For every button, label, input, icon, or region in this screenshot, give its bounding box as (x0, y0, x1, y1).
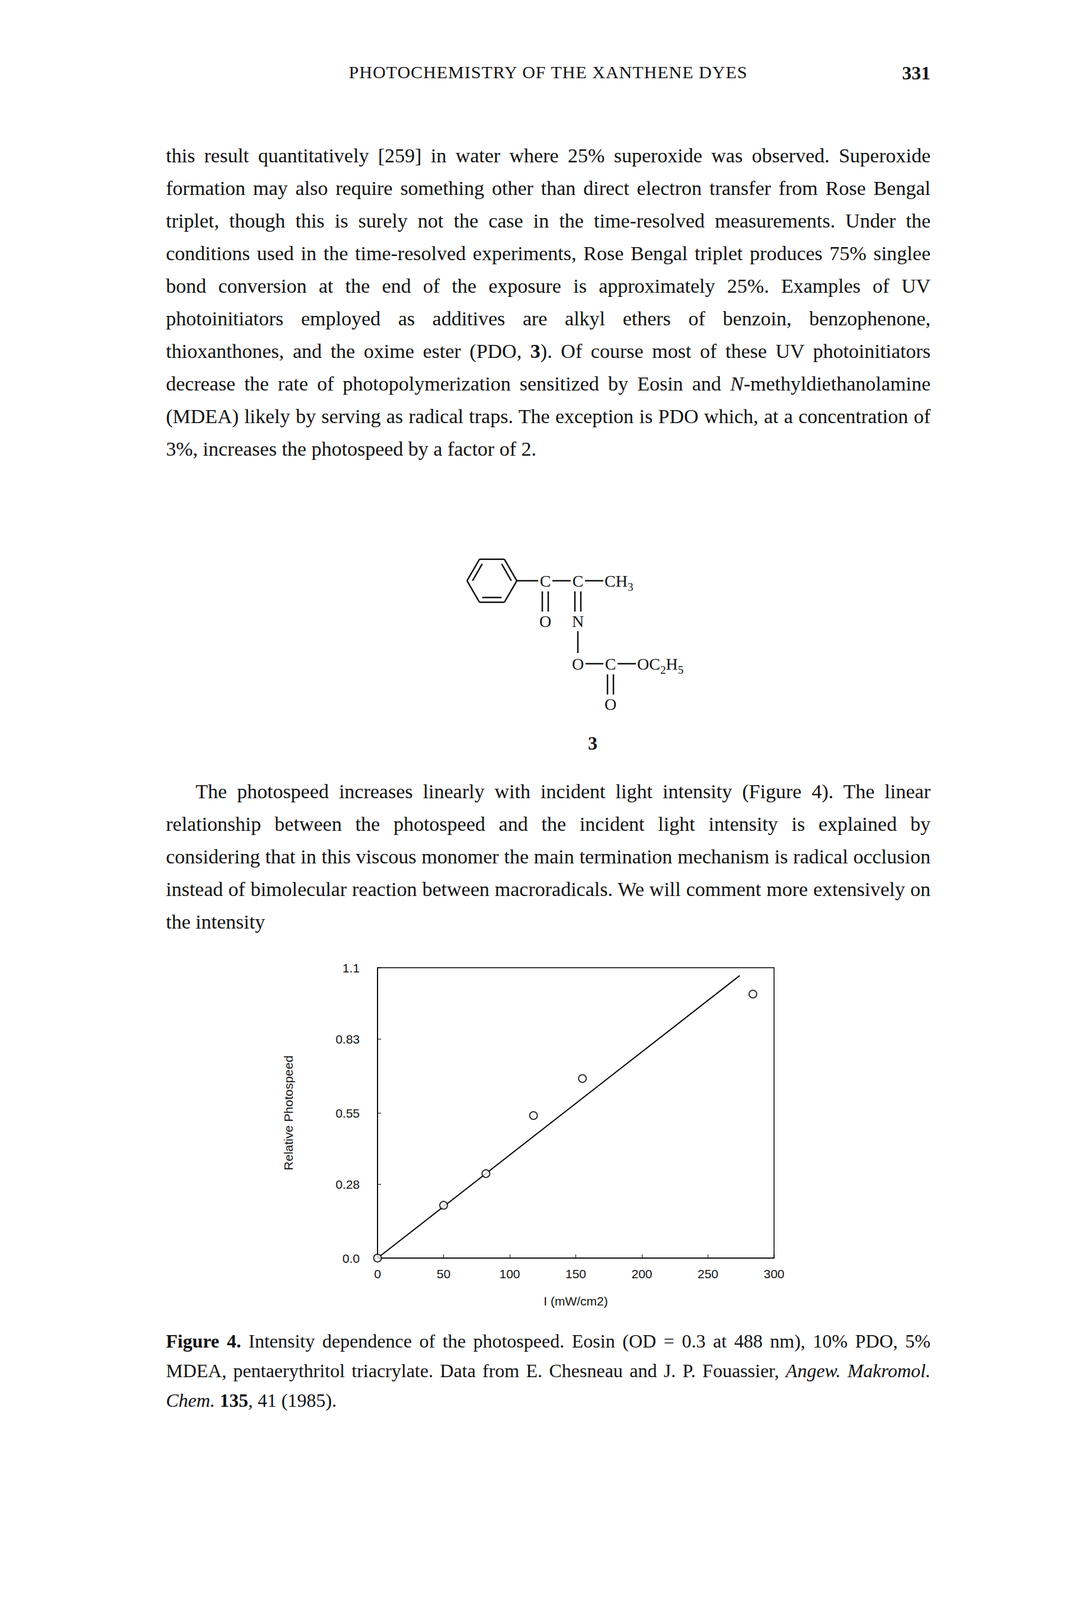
html-text:331: 331 (902, 62, 931, 84)
svg-text:CH3: CH3 (604, 571, 633, 594)
svg-text:0.83: 0.83 (335, 1032, 360, 1047)
svg-text:I (mW/cm2): I (mW/cm2) (543, 1294, 608, 1309)
html-text:PHOTOCHEMISTRY OF THE XANTHENE: PHOTOCHEMISTRY OF THE XANTHENE DYES (348, 62, 748, 82)
svg-text:C: C (605, 654, 617, 674)
html-text:The photospeed increases linea: The photospeed increases linearly with i… (165, 780, 931, 933)
svg-text:Relative Photospeed: Relative Photospeed (281, 1055, 296, 1171)
svg-text:250: 250 (697, 1267, 719, 1281)
svg-text:50: 50 (436, 1267, 451, 1281)
html-text:this result quantitatively [25: this result quantitatively [259] in wate… (165, 144, 931, 460)
svg-text:150: 150 (565, 1267, 587, 1281)
svg-text:0.28: 0.28 (335, 1177, 360, 1192)
svg-text:0: 0 (373, 1267, 382, 1281)
svg-text:0.55: 0.55 (335, 1106, 360, 1121)
svg-text:N: N (571, 612, 584, 631)
svg-text:300: 300 (763, 1267, 785, 1281)
html-text:Figure 4. Intensity dependence: Figure 4. Intensity dependence of the ph… (165, 1330, 931, 1412)
svg-text:0.0: 0.0 (342, 1251, 360, 1266)
svg-text:100: 100 (499, 1267, 520, 1281)
svg-text:O: O (539, 612, 552, 631)
svg-text:C: C (539, 571, 552, 591)
svg-text:3: 3 (587, 732, 598, 754)
svg-text:OC2H5: OC2H5 (637, 654, 684, 677)
svg-text:C: C (572, 571, 584, 591)
svg-text:O: O (571, 654, 584, 674)
svg-text:O: O (604, 695, 617, 714)
svg-text:1.1: 1.1 (342, 961, 360, 975)
svg-text:200: 200 (631, 1267, 652, 1281)
